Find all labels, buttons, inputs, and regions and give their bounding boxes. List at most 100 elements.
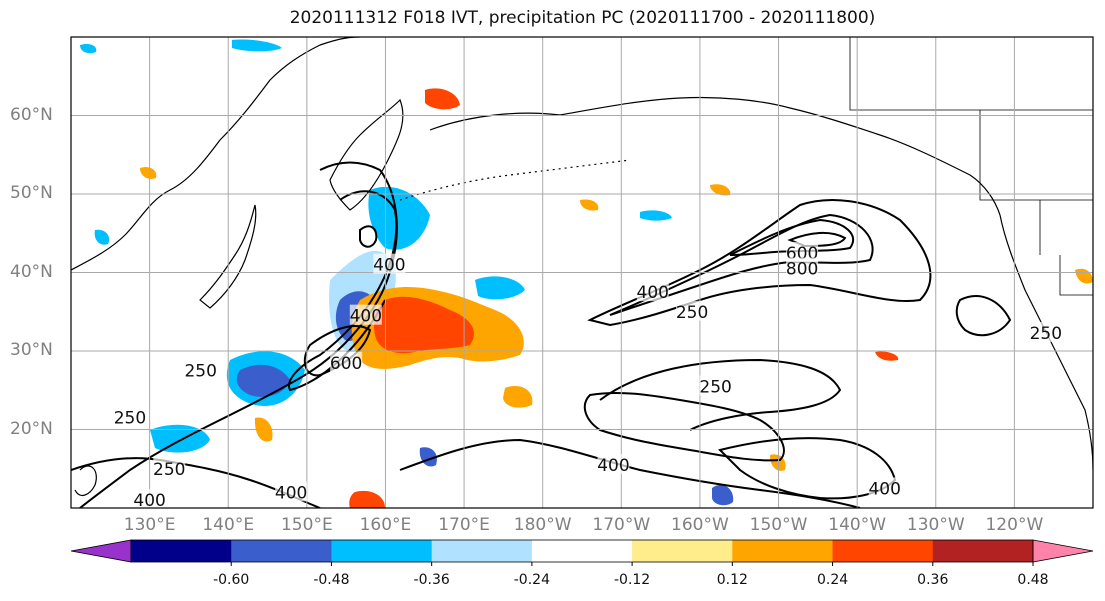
lon-label: 150°E <box>280 515 333 535</box>
ivt-contour-label: 250 <box>114 409 146 429</box>
precip-positive-core <box>373 296 474 354</box>
contour-label-bg <box>786 257 819 278</box>
ivt-contour-label: 250 <box>676 303 708 323</box>
lat-label: 50°N <box>10 183 53 203</box>
contour-label-bg <box>113 406 146 427</box>
colorbar-tick-label: 0.12 <box>716 572 748 588</box>
coast-kamchatka <box>329 98 404 211</box>
lon-label: 120°W <box>985 515 1044 535</box>
precip-negative-small-1 <box>80 43 97 54</box>
lat-label: 60°N <box>10 104 53 125</box>
coast-japan <box>199 204 257 309</box>
coast-aleutians <box>399 159 631 201</box>
precip-negative-e <box>640 210 672 221</box>
lon-label: 170°W <box>592 515 651 535</box>
colorbar-segment <box>331 540 433 562</box>
colorbar-segment <box>431 540 533 562</box>
lon-label: 140°E <box>202 515 255 535</box>
map-frame <box>70 36 1094 509</box>
lon-label: 160°W <box>671 515 729 535</box>
lon-label: 150°W <box>749 515 808 535</box>
ivt-contour-label: 250 <box>153 460 185 480</box>
contour-label-bg <box>676 300 709 321</box>
lat-label: 20°N <box>10 418 53 439</box>
lon-label: 160°E <box>359 515 412 535</box>
ivt-contour-label: 250 <box>184 362 216 382</box>
colorbar-tick-label: -0.12 <box>613 572 651 588</box>
colorbar-segment <box>531 540 633 562</box>
colorbar-segment <box>832 540 934 562</box>
lon-label: 130°E <box>123 515 176 535</box>
ivt-contour-250-south <box>399 438 861 508</box>
precip-positive-small-2 <box>580 199 599 211</box>
precipitation-shading <box>80 39 1093 508</box>
precip-positive-e2 <box>875 351 899 361</box>
coast-philippines <box>74 465 97 497</box>
colorbar-tick-label: 0.48 <box>1017 572 1049 588</box>
ivt-contours <box>71 161 1012 508</box>
contour-label-bg <box>275 481 308 502</box>
contour-label-bg <box>699 375 732 396</box>
ivt-contour-250-east <box>587 199 932 327</box>
contour-label-bg <box>330 351 363 372</box>
precip-negative-n <box>368 186 430 250</box>
coast-alaska <box>429 96 1001 216</box>
contour-label-bg <box>153 457 186 478</box>
lon-label: 140°W <box>828 515 887 535</box>
colorbar-tick-label: -0.24 <box>513 572 550 588</box>
colorbar-tick-label: -0.60 <box>213 572 250 588</box>
colorbar-segment <box>932 540 1034 562</box>
ivt-contour-250-ne <box>955 295 1012 337</box>
precip-negative-tropics <box>712 484 734 506</box>
ivt-contour-label: 800 <box>786 260 818 280</box>
ivt-contour-label: 600 <box>330 354 362 374</box>
coast-asia <box>71 37 361 271</box>
ivt-contour-label: 400 <box>373 256 405 276</box>
colorbar-extend-low <box>70 539 132 563</box>
colorbar-tick-label: -0.48 <box>313 572 350 588</box>
lon-label: 170°E <box>438 515 490 535</box>
colorbar-extend-high <box>1032 539 1094 563</box>
contour-label-bg <box>184 359 217 380</box>
colorbar-tick-label: 0.36 <box>917 572 949 588</box>
lon-label: 180°W <box>513 515 572 535</box>
precip-positive-small-1 <box>140 167 157 179</box>
contour-label-bg <box>133 489 166 510</box>
ivt-contour-label: 400 <box>868 479 900 499</box>
lat-label: 40°N <box>10 261 53 282</box>
colorbar-tick-label: -0.36 <box>413 572 450 588</box>
precip-positive-small-3 <box>710 184 731 196</box>
ivt-contour-label: 400 <box>597 456 629 476</box>
colorbar-segment <box>131 540 232 562</box>
ivt-contour-label: 250 <box>1030 324 1062 344</box>
contour-label-bg <box>1029 321 1062 342</box>
contour-label-bg <box>868 477 901 498</box>
colorbar-tick-label: 0.24 <box>816 572 849 588</box>
ivt-contour-label: 250 <box>699 377 731 397</box>
ivt-contour-label: 400 <box>350 307 382 327</box>
precip-positive-n <box>425 88 460 110</box>
ivt-contour-250-se <box>599 358 842 431</box>
precip-negative-ne <box>475 276 525 300</box>
contour-label-bg <box>786 241 819 262</box>
ivt-contour-label: 400 <box>637 283 669 303</box>
precip-negative-sw-core <box>236 364 290 397</box>
contour-label-bg <box>373 253 406 274</box>
ivt-contour-label: 400 <box>275 483 307 503</box>
contour-label-bg <box>597 453 630 474</box>
coastlines <box>71 37 1093 497</box>
precip-negative-nw <box>232 39 282 52</box>
colorbar-segment <box>632 540 733 562</box>
map-title: 2020111312 F018 IVT, precipitation PC (2… <box>289 8 876 28</box>
contour-label-bg <box>349 304 382 325</box>
contour-label-bg <box>636 281 669 302</box>
colorbar-segment <box>231 540 332 562</box>
colorbar-outline <box>130 539 1034 563</box>
colorbar-segment <box>732 540 834 562</box>
precip-negative-small-2 <box>94 229 110 245</box>
lat-label: 30°N <box>10 340 53 360</box>
lon-label: 130°W <box>906 515 965 535</box>
